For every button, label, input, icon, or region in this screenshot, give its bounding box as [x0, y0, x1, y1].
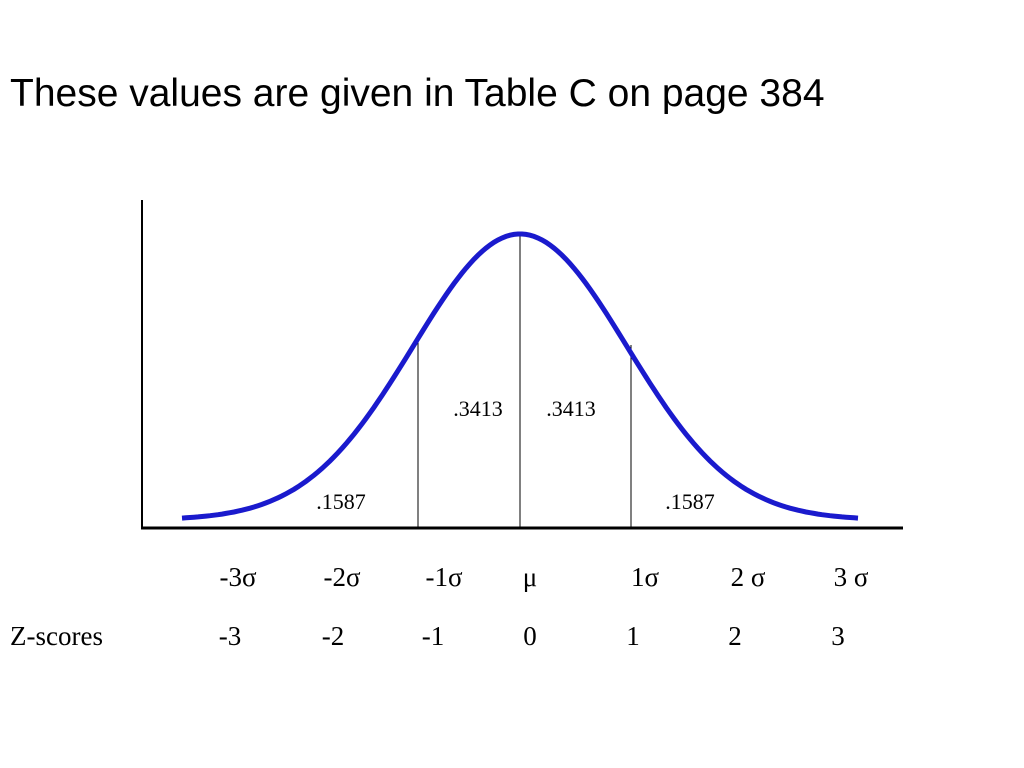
sigma-label: 3 σ: [834, 562, 869, 592]
area-label: .1587: [316, 489, 366, 514]
sigma-label: 1σ: [631, 562, 660, 592]
z-score: -2: [322, 621, 345, 651]
z-score: 3: [831, 621, 845, 651]
sigma-label: μ: [523, 562, 537, 592]
z-scores-label: Z-scores: [10, 621, 103, 651]
area-label: .3413: [453, 396, 503, 421]
z-score: -1: [422, 621, 445, 651]
area-label: .1587: [665, 489, 715, 514]
sigma-label: -1σ: [425, 562, 462, 592]
z-score: 2: [728, 621, 742, 651]
z-score: 0: [523, 621, 537, 651]
sigma-label: -2σ: [323, 562, 360, 592]
area-label: .3413: [546, 396, 596, 421]
sigma-label: -3σ: [219, 562, 256, 592]
normal-curve: [181, 231, 859, 521]
z-score: -3: [219, 621, 242, 651]
slide-title: These values are given in Table C on pag…: [10, 72, 825, 115]
z-score: 1: [626, 621, 640, 651]
sigma-label: 2 σ: [731, 562, 766, 592]
